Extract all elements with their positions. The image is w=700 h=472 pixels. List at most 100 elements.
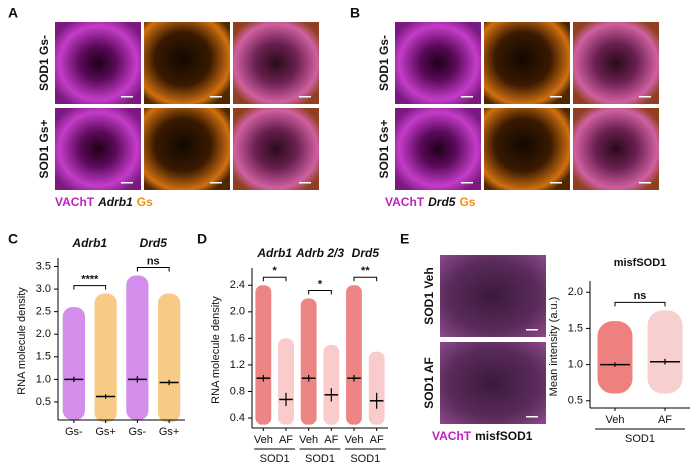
row-label: SOD1 Gs- <box>37 35 51 91</box>
y-tick-label: 0.8 <box>230 385 245 397</box>
group-footer: SOD1 <box>260 453 290 465</box>
chart-title: misfSOD1 <box>614 257 667 269</box>
y-tick-label: 1.2 <box>230 359 245 371</box>
row-label: SOD1 Gs+ <box>37 119 51 178</box>
sig-bracket <box>136 267 170 272</box>
scale-bar <box>639 182 651 184</box>
panel-label: A <box>8 5 18 21</box>
caption-part: VAChT <box>385 195 425 209</box>
x-tick-label: Veh <box>299 434 318 446</box>
y-axis-label: RNA molecule density <box>16 287 28 395</box>
x-tick-label: Gs- <box>65 426 83 438</box>
group-footer: SOD1 <box>305 453 335 465</box>
dot-cloud <box>323 345 340 425</box>
y-tick-label: 1.0 <box>568 358 583 370</box>
sig-bracket <box>73 285 107 290</box>
row-label: SOD1 AF <box>422 357 436 409</box>
dot-cloud <box>62 307 85 420</box>
x-tick-label: AF <box>279 434 293 446</box>
scale-bar <box>299 182 311 184</box>
group-title: Adrb1 <box>256 246 292 260</box>
dot-cloud <box>126 275 149 420</box>
sig-label: * <box>318 278 323 290</box>
y-tick-label: 2.0 <box>568 286 583 298</box>
y-tick-label: 1.5 <box>568 322 583 334</box>
micrograph <box>144 22 230 104</box>
micrograph <box>55 22 141 104</box>
dot-cloud <box>597 321 633 394</box>
micrograph <box>233 22 319 104</box>
scale-bar <box>461 96 473 98</box>
dot-cloud <box>346 285 362 425</box>
sig-bracket <box>614 301 666 307</box>
y-tick-label: 0.4 <box>230 412 245 424</box>
x-tick-label: Veh <box>606 414 625 426</box>
scale-bar <box>121 182 133 184</box>
group-title: Drd5 <box>352 246 380 260</box>
panel-label: E <box>400 231 409 247</box>
group-title: Adrb1 <box>71 236 107 250</box>
caption-part: Drd5 <box>428 195 456 209</box>
scale-bar <box>461 182 473 184</box>
caption-part: Gs <box>459 195 475 209</box>
row-label: SOD1 Gs- <box>377 35 391 91</box>
scale-bar <box>550 96 562 98</box>
sig-bracket <box>353 276 378 282</box>
y-tick-label: 1.6 <box>230 332 245 344</box>
micrograph <box>440 255 546 337</box>
micrograph <box>440 342 546 424</box>
micrograph <box>395 22 481 104</box>
caption: VAChT Drd5 Gs <box>385 195 476 209</box>
y-tick-label: 2.0 <box>230 306 245 318</box>
x-tick-label: AF <box>324 434 338 446</box>
panel-label: C <box>8 231 18 247</box>
sig-label: ns <box>634 290 647 302</box>
micrograph <box>395 108 481 190</box>
panel-label: B <box>350 5 360 21</box>
caption: VAChT misfSOD1 <box>432 429 533 443</box>
y-tick-label: 2.0 <box>36 328 51 340</box>
y-tick-label: 2.4 <box>230 279 245 291</box>
caption-part: Adrb1 <box>97 195 133 209</box>
group-footer: SOD1 <box>350 453 380 465</box>
micrograph <box>484 22 570 104</box>
y-axis-label: RNA molecule density <box>210 296 222 404</box>
x-tick-label: AF <box>658 414 672 426</box>
scale-bar <box>639 96 651 98</box>
y-tick-label: 0.5 <box>568 395 583 407</box>
x-tick-label: Veh <box>345 434 364 446</box>
dot-cloud <box>94 293 117 423</box>
scale-bar <box>299 96 311 98</box>
y-tick-label: 1.5 <box>36 351 51 363</box>
x-tick-label: Gs+ <box>95 426 115 438</box>
dot-cloud <box>158 293 181 423</box>
micrograph <box>573 22 659 104</box>
group-title: Adrb 2/3 <box>295 246 344 260</box>
scale-bar <box>526 329 538 331</box>
micrograph <box>484 108 570 190</box>
scale-bar <box>550 182 562 184</box>
y-tick-label: 2.5 <box>36 306 51 318</box>
scale-bar <box>210 182 222 184</box>
micrograph <box>55 108 141 190</box>
panel-label: D <box>197 231 207 247</box>
dot-cloud <box>300 298 317 425</box>
scale-bar <box>526 416 538 418</box>
micrograph <box>233 108 319 190</box>
x-tick-label: Gs+ <box>159 426 179 438</box>
dot-cloud <box>278 338 294 425</box>
y-tick-label: 3.0 <box>36 283 51 295</box>
micrograph <box>573 108 659 190</box>
y-tick-label: 3.5 <box>36 260 51 272</box>
sig-label: **** <box>81 274 99 286</box>
sig-bracket <box>308 290 332 295</box>
scale-bar <box>121 96 133 98</box>
row-label: SOD1 Veh <box>422 267 436 324</box>
x-tick-label: AF <box>370 434 384 446</box>
y-tick-label: 1.0 <box>36 373 51 385</box>
caption-part: VAChT <box>55 195 95 209</box>
y-tick-label: 0.5 <box>36 396 51 408</box>
caption-part: VAChT <box>432 429 472 443</box>
x-tick-label: Gs- <box>129 426 147 438</box>
y-axis-label: Mean intensity (a.u.) <box>548 297 560 397</box>
